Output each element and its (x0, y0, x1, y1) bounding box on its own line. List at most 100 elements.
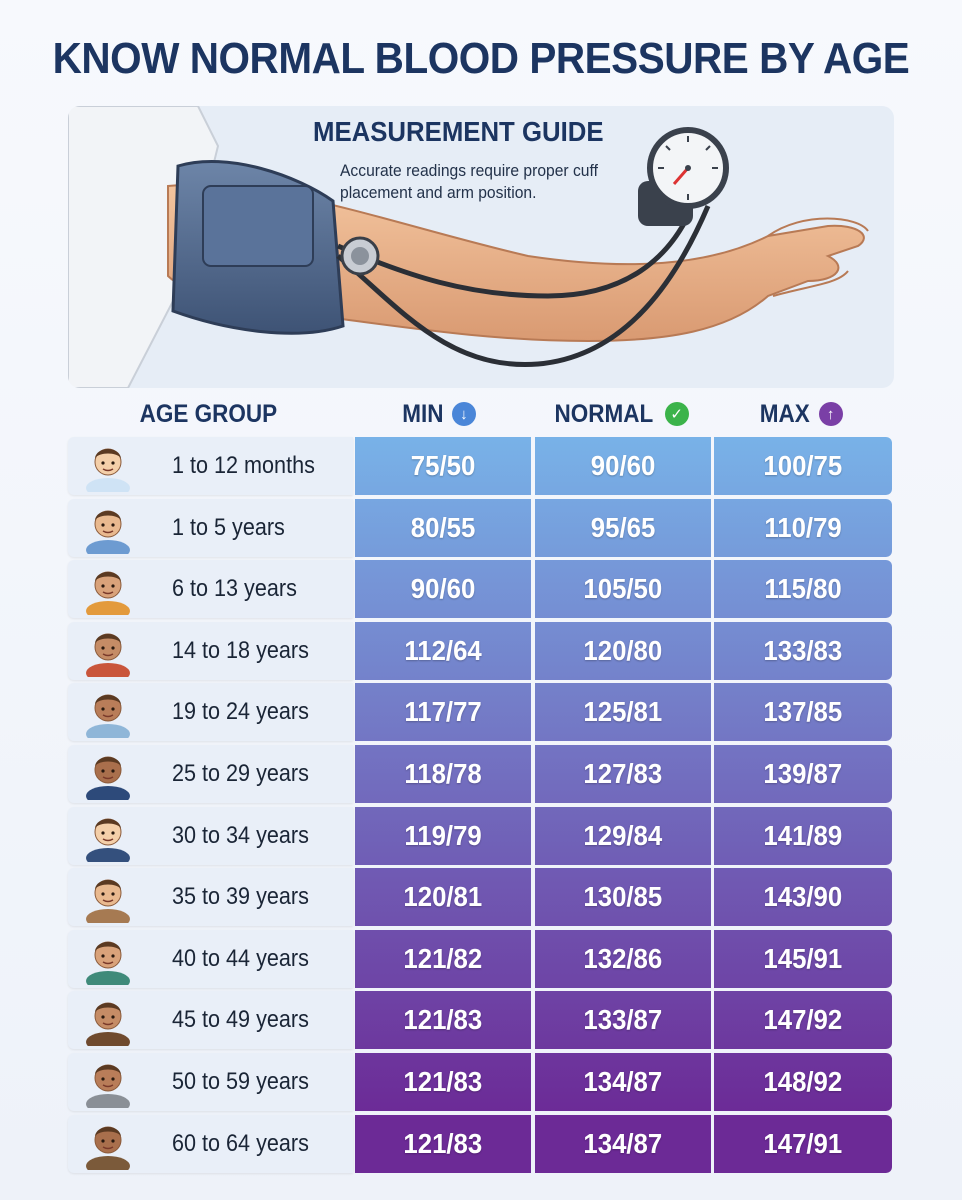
min-value-cell: 90/60 (355, 560, 531, 619)
age-group-label: 6 to 13 years (172, 575, 297, 603)
age-group-label: 25 to 29 years (172, 760, 309, 787)
normal-value: 120/80 (583, 634, 663, 666)
min-value-cell: 120/81 (355, 868, 531, 927)
min-value-cell: 117/77 (355, 683, 531, 742)
normal-value-cell: 105/50 (535, 560, 711, 619)
child-avatar-icon (80, 563, 136, 622)
blood-pressure-table: 1 to 12 months 75/50 90/60 100/75 1 to 5 yea… (68, 437, 894, 1176)
table-row: 45 to 49 years 121/83 133/87 147/92 (68, 991, 894, 1053)
bearded-man-avatar-icon (80, 871, 136, 930)
max-value-cell: 115/80 (714, 560, 892, 619)
normal-value-cell: 129/84 (535, 806, 711, 865)
normal-value-cell: 133/87 (535, 991, 711, 1050)
min-value: 119/79 (404, 819, 482, 851)
min-value-cell: 119/79 (355, 806, 531, 865)
table-row: 1 to 12 months 75/50 90/60 100/75 (68, 437, 894, 498)
min-value-cell: 80/55 (355, 498, 531, 557)
max-value: 100/75 (763, 450, 843, 481)
max-value-cell: 137/85 (714, 683, 892, 742)
normal-value: 129/84 (583, 819, 663, 851)
age-group-cell: 35 to 39 years (68, 868, 353, 930)
age-group-label: 30 to 34 years (172, 821, 309, 849)
age-group-label: 1 to 5 years (172, 513, 285, 541)
max-value: 148/92 (763, 1066, 843, 1097)
normal-value: 134/87 (583, 1066, 663, 1097)
max-value: 110/79 (764, 511, 842, 543)
age-group-cell: 6 to 13 years (68, 560, 353, 622)
table-row: 50 to 59 years 121/83 134/87 148/92 (68, 1053, 894, 1114)
guide-description: Accurate readings require proper cuff pl… (340, 161, 598, 202)
max-value: 145/91 (763, 942, 843, 974)
table-row: 14 to 18 years 112/64 120/80 133/83 (68, 621, 894, 683)
check-circle-icon: ✓ (664, 402, 689, 426)
normal-value-cell: 127/83 (535, 745, 711, 803)
table-row: 35 to 39 years 120/81 130/85 143/90 (68, 868, 894, 930)
min-value: 121/83 (403, 1066, 483, 1097)
max-value: 133/83 (763, 634, 843, 666)
senior-cane-avatar-icon (80, 1118, 136, 1176)
businessman-avatar-icon (80, 810, 136, 868)
age-group-label: 35 to 39 years (172, 883, 309, 911)
max-value-cell: 147/92 (714, 991, 892, 1050)
table-row: 25 to 29 years 118/78 127/83 139/87 (68, 745, 894, 806)
normal-value-cell: 134/87 (535, 1114, 711, 1173)
header-age-group: AGE GROUP (139, 399, 278, 428)
min-value: 120/81 (403, 881, 483, 913)
age-group-cell: 30 to 34 years (68, 806, 353, 868)
age-group-cell: 60 to 64 years (68, 1114, 353, 1176)
header-normal: NORMAL ✓ (549, 396, 689, 432)
young-adult-avatar-icon (80, 686, 136, 745)
max-value: 139/87 (763, 758, 843, 789)
min-value: 121/83 (403, 1127, 483, 1159)
max-value-cell: 141/89 (714, 806, 892, 865)
table-row: 6 to 13 years 90/60 105/50 115/80 (68, 560, 894, 622)
normal-value: 105/50 (583, 573, 663, 605)
age-group-label: 14 to 18 years (172, 636, 309, 664)
max-value: 141/89 (763, 819, 843, 851)
min-value-cell: 112/64 (355, 621, 531, 680)
normal-value-cell: 90/60 (535, 437, 711, 495)
age-group-label: 60 to 64 years (172, 1129, 309, 1157)
max-value: 143/90 (763, 881, 843, 913)
normal-value-cell: 132/86 (535, 929, 711, 988)
max-value: 147/92 (763, 1004, 843, 1036)
min-value-cell: 121/83 (355, 1114, 531, 1173)
age-group-cell: 45 to 49 years (68, 991, 353, 1053)
age-group-cell: 14 to 18 years (68, 621, 353, 683)
min-value: 75/50 (410, 450, 476, 481)
min-value-cell: 118/78 (355, 745, 531, 803)
table-row: 30 to 34 years 119/79 129/84 141/89 (68, 806, 894, 868)
age-group-cell: 19 to 24 years (68, 683, 353, 745)
max-value: 147/91 (763, 1127, 843, 1159)
toddler-avatar-icon (80, 502, 136, 560)
min-value: 112/64 (404, 634, 482, 666)
arrow-down-circle-icon: ↓ (451, 402, 476, 426)
min-value: 121/83 (403, 1004, 483, 1036)
max-value-cell: 133/83 (714, 621, 892, 680)
normal-value-cell: 134/87 (535, 1053, 711, 1111)
normal-value: 134/87 (583, 1127, 663, 1159)
normal-value-cell: 130/85 (535, 868, 711, 927)
max-value-cell: 143/90 (714, 868, 892, 927)
measurement-guide-panel: MEASUREMENT GUIDE Accurate readings requ… (68, 106, 894, 388)
max-value: 115/80 (764, 573, 842, 605)
age-group-label: 50 to 59 years (172, 1068, 309, 1095)
max-value: 137/85 (763, 696, 843, 728)
normal-value: 125/81 (583, 696, 663, 728)
max-value-cell: 110/79 (714, 498, 892, 557)
table-row: 1 to 5 years 80/55 95/65 110/79 (68, 498, 894, 560)
guide-title: MEASUREMENT GUIDE (313, 116, 604, 147)
age-group-cell: 1 to 5 years (68, 498, 353, 560)
table-row: 60 to 64 years 121/83 134/87 147/91 (68, 1114, 894, 1176)
min-value-cell: 121/83 (355, 991, 531, 1050)
teen-avatar-icon (80, 625, 136, 683)
normal-value-cell: 95/65 (535, 498, 711, 557)
max-value-cell: 148/92 (714, 1053, 892, 1111)
normal-value: 130/85 (583, 881, 663, 913)
woman-avatar-icon (80, 933, 136, 991)
normal-value-cell: 120/80 (535, 621, 711, 680)
normal-value: 95/65 (590, 511, 656, 543)
table-row: 40 to 44 years 121/82 132/86 145/91 (68, 929, 894, 991)
age-group-label: 19 to 24 years (172, 698, 309, 726)
age-group-cell: 40 to 44 years (68, 929, 353, 991)
